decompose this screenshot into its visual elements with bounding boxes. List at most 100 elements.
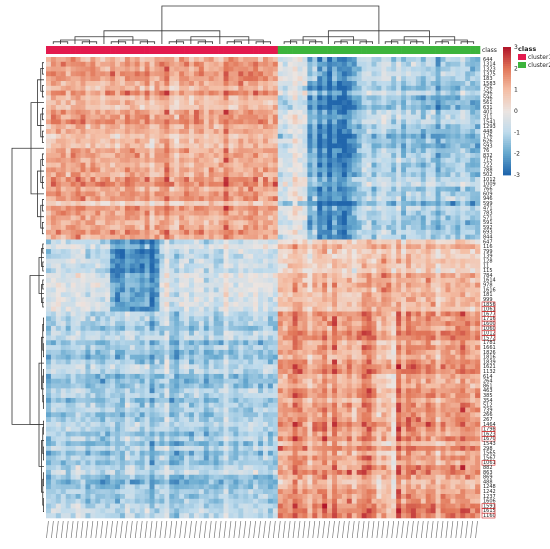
heatmap-cell [302,287,308,293]
heatmap-cell [169,297,175,303]
heatmap-cell [415,220,422,226]
heatmap-cell [105,316,111,322]
heatmap-cell [317,301,323,308]
heatmap-cell [223,277,229,283]
heatmap-cell [65,234,71,240]
heatmap-cell [95,109,101,115]
heatmap-cell [213,114,219,120]
heatmap-cell [169,229,175,235]
heatmap-cell [317,157,323,163]
heatmap-cell [445,306,451,312]
heatmap-cell [435,249,441,255]
heatmap-cell [263,172,269,178]
heatmap-cell [351,205,357,211]
heatmap-cell [233,119,239,125]
heatmap-cell [70,71,76,77]
heatmap-cell [440,225,446,231]
heatmap-cell [391,239,397,245]
heatmap-cell [50,148,57,154]
heatmap-cell [341,205,348,211]
heatmap-cell [80,229,86,235]
heatmap-cell [420,201,427,207]
heatmap-cell [248,292,254,298]
heatmap-cell [198,210,205,216]
heatmap-cell [332,162,338,168]
heatmap-cell [134,71,140,77]
heatmap-cell [445,234,451,240]
heatmap-cell [336,239,343,245]
heatmap-cell [134,311,140,317]
heatmap-cell [189,287,195,293]
heatmap-cell [435,177,441,183]
heatmap-cell [218,76,224,82]
heatmap-cell [282,57,288,63]
annotation-cell [223,46,229,54]
heatmap-cell [445,201,451,207]
heatmap-cell [248,234,254,240]
heatmap-cell [341,210,348,216]
heatmap-cell [233,277,239,283]
heatmap-cell [110,90,116,96]
heatmap-cell [75,71,81,77]
heatmap-cell [386,297,392,303]
heatmap-cell [386,210,392,216]
heatmap-cell [105,268,111,274]
heatmap-cell [154,249,160,255]
heatmap-cell [184,177,190,183]
heatmap-cell [80,244,86,250]
heatmap-cell [366,85,372,91]
heatmap-cell [292,66,298,72]
heatmap-cell [124,249,131,255]
heatmap-cell [287,268,293,274]
heatmap-cell [243,239,249,245]
heatmap-cell [327,301,333,308]
heatmap-cell [297,143,303,149]
heatmap-cell [475,90,481,96]
heatmap-cell [228,153,234,159]
heatmap-cell [356,301,362,308]
heatmap-cell [341,181,348,187]
heatmap-cell [70,105,76,111]
heatmap-cell [110,157,116,163]
heatmap-cell [105,263,111,269]
heatmap-cell [475,205,481,211]
heatmap-cell [189,220,195,226]
heatmap-cell [386,177,392,183]
heatmap-cell [317,196,323,202]
annotation-cell [277,46,284,54]
heatmap-cell [203,287,210,293]
heatmap-cell [203,268,210,274]
heatmap-cell [85,76,91,82]
heatmap-cell [119,215,126,221]
heatmap-cell [248,85,254,91]
heatmap-cell [420,249,427,255]
annotation-cell [95,46,101,54]
heatmap-cell [50,210,57,216]
heatmap-cell [218,109,224,115]
heatmap-cell [50,205,57,211]
heatmap-cell [420,258,427,264]
heatmap-cell [110,273,116,279]
heatmap-cell [307,297,313,303]
heatmap-cell [65,85,71,91]
row-dendrogram [11,62,44,512]
heatmap-cell [386,133,392,139]
heatmap-cell [129,201,136,207]
heatmap-cell [376,225,382,231]
heatmap-cell [258,316,264,322]
heatmap-cell [297,95,303,101]
heatmap-cell [208,277,214,283]
heatmap-cell [366,167,372,173]
heatmap-cell [243,105,249,111]
heatmap-cell [159,138,165,144]
heatmap-cell [346,301,353,308]
heatmap-cell [277,249,284,255]
heatmap-cell [189,263,195,269]
heatmap-cell [65,124,71,130]
heatmap-cell [169,239,175,245]
heatmap-cell [105,143,111,149]
heatmap-cell [50,258,57,264]
heatmap-cell [203,148,210,154]
heatmap-cell [105,277,111,283]
heatmap-cell [445,167,451,173]
